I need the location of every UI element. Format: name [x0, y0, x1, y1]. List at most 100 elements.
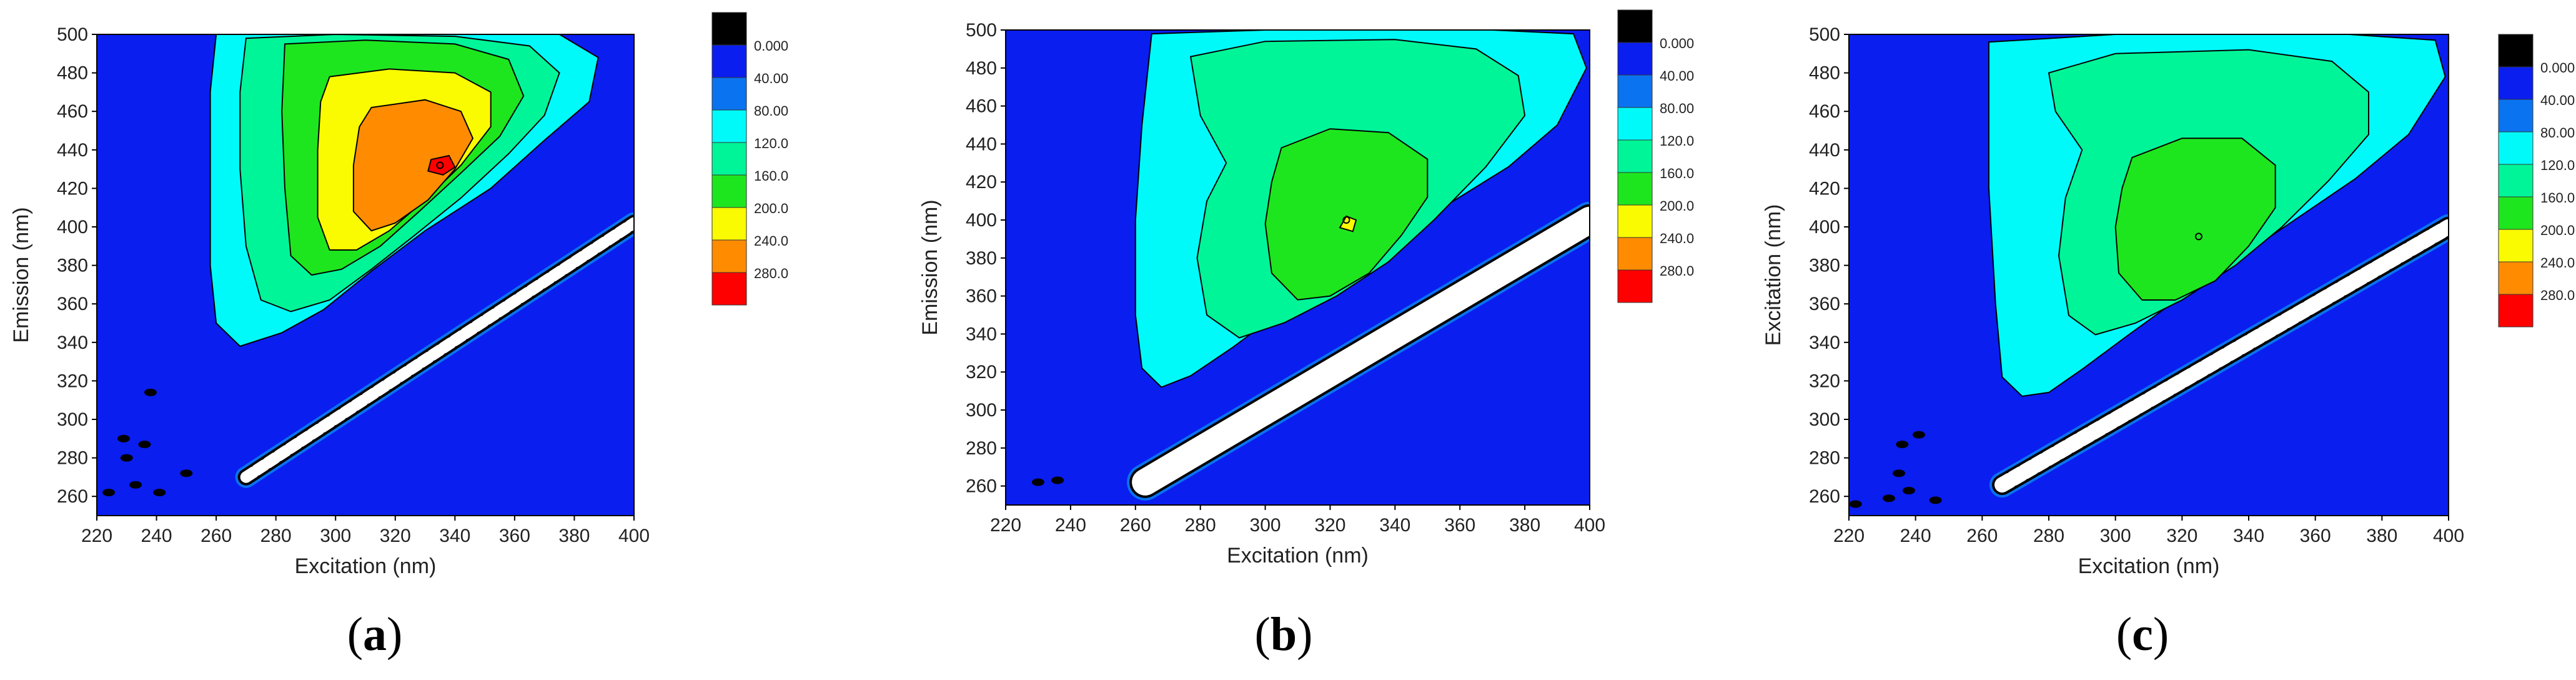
x-tick-label: 260	[1966, 526, 1998, 546]
y-tick-label: 360	[57, 294, 88, 314]
y-tick-label: 280	[966, 438, 997, 459]
y-tick-label: 500	[966, 20, 997, 41]
y-tick-label: 320	[1809, 371, 1840, 391]
x-tick-label: 400	[2433, 526, 2464, 546]
colorbar-swatch	[2498, 99, 2534, 132]
colorbar-label: 80.00	[2540, 125, 2575, 141]
noise-speck	[117, 434, 130, 442]
noise-speck	[1896, 441, 1909, 449]
x-tick-label: 300	[320, 526, 351, 546]
colorbar-label: 120.0	[2540, 158, 2575, 173]
y-tick-label: 320	[57, 371, 88, 391]
y-tick-label: 340	[1809, 332, 1840, 353]
colorbar-label: 0.000	[754, 38, 788, 54]
contour-level-160	[1264, 128, 1429, 301]
noise-speck	[1031, 478, 1044, 486]
colorbar-swatch	[1617, 237, 1653, 271]
noise-speck	[138, 441, 151, 449]
y-tick-label: 260	[966, 476, 997, 497]
colorbar-label: 120.0	[754, 136, 788, 151]
panel-caption-letter: b	[1271, 608, 1297, 661]
contour-level-160	[2114, 138, 2276, 301]
y-tick-label: 380	[1809, 256, 1840, 276]
x-tick-label: 320	[2166, 526, 2197, 546]
noise-speck	[102, 489, 116, 497]
x-tick-label: 240	[1055, 515, 1086, 536]
plot-area	[1006, 30, 1590, 505]
plot-area	[97, 34, 634, 516]
x-axis-label: Excitation (nm)	[1227, 544, 1369, 568]
y-tick-label: 480	[1809, 63, 1840, 84]
colorbar-label: 120.0	[1660, 133, 1694, 149]
plot-frame	[1848, 34, 2449, 516]
y-tick-label: 420	[57, 178, 88, 199]
colorbar-swatch	[711, 44, 747, 78]
colorbar-swatch	[711, 109, 747, 143]
colorbar-swatch	[2498, 196, 2534, 230]
y-tick-label: 340	[966, 324, 997, 344]
plot-frame	[96, 34, 635, 516]
y-tick-label: 300	[57, 409, 88, 430]
colorbar-swatch	[1617, 42, 1653, 76]
colorbar-swatch	[2498, 164, 2534, 198]
colorbar-label: 80.00	[1660, 101, 1694, 116]
x-axis-label: Excitation (nm)	[2078, 554, 2220, 578]
colorbar-swatch	[711, 239, 747, 273]
rayleigh-scatter-ridge	[240, 217, 634, 483]
colorbar-swatch	[2498, 34, 2534, 68]
y-tick-label: 400	[966, 210, 997, 231]
y-tick-label: 280	[57, 448, 88, 469]
colorbar-label: 40.00	[1660, 68, 1694, 84]
colorbar-swatch	[711, 77, 747, 111]
y-tick-label: 440	[57, 140, 88, 161]
noise-speck	[153, 489, 166, 497]
x-tick-label: 400	[1574, 515, 1605, 536]
y-tick-label: 360	[1809, 294, 1840, 314]
y-tick-label: 480	[966, 58, 997, 79]
colorbar-label: 240.0	[754, 233, 788, 249]
x-tick-label: 340	[1379, 515, 1410, 536]
rayleigh-scatter-ridge	[1132, 206, 1590, 496]
contour-chart-a: 220 240 260 280 300 320 340 360 380 400 260 280 300 3…	[9, 12, 788, 661]
noise-speck	[1929, 496, 1942, 504]
contour-level-200	[1339, 215, 1357, 232]
noise-speck	[1849, 500, 1862, 508]
colorbar-swatch	[711, 12, 747, 46]
x-tick-label: 360	[2300, 526, 2331, 546]
colorbar-swatch	[2498, 66, 2534, 100]
x-tick-label: 240	[141, 526, 172, 546]
y-tick-label: 460	[57, 101, 88, 122]
colorbar-label: 0.000	[2540, 60, 2575, 76]
x-tick-label: 280	[1185, 515, 1216, 536]
y-tick-label: 440	[1809, 140, 1840, 161]
y-tick-label: 380	[966, 248, 997, 269]
panel-c: 220 240 260 280 300 320 340 360 380 400 260 280 300 3…	[1718, 0, 2576, 680]
colorbar-swatch	[1617, 139, 1653, 173]
noise-speck	[1913, 431, 1925, 439]
y-tick-label: 400	[57, 217, 88, 238]
x-tick-label: 220	[81, 526, 112, 546]
x-tick-label: 240	[1900, 526, 1931, 546]
peak-marker	[2195, 232, 2202, 241]
colorbar-label: 40.00	[2540, 92, 2575, 108]
plot-frame	[1005, 29, 1590, 506]
y-tick-label: 360	[966, 286, 997, 307]
colorbar-label: 160.0	[2540, 190, 2575, 206]
x-tick-label: 340	[2233, 526, 2264, 546]
panel-a: 220 240 260 280 300 320 340 360 380 400 260 280 300 3…	[0, 0, 856, 680]
colorbar-label: 200.0	[754, 201, 788, 216]
y-axis-label: Emission (nm)	[9, 207, 33, 342]
y-tick-label: 320	[966, 362, 997, 382]
x-tick-label: 380	[1509, 515, 1540, 536]
panel-caption: (a)	[347, 608, 403, 661]
x-tick-label: 280	[2033, 526, 2064, 546]
noise-speck	[129, 481, 142, 489]
colorbar-swatch	[711, 174, 747, 208]
x-tick-label: 360	[499, 526, 530, 546]
colorbar-swatch	[2498, 131, 2534, 165]
colorbar-swatch	[711, 207, 747, 241]
y-tick-label: 420	[1809, 178, 1840, 199]
colorbar-label: 240.0	[1660, 231, 1694, 246]
colorbar-label: 40.00	[754, 71, 788, 86]
colorbar-swatch	[1617, 107, 1653, 141]
